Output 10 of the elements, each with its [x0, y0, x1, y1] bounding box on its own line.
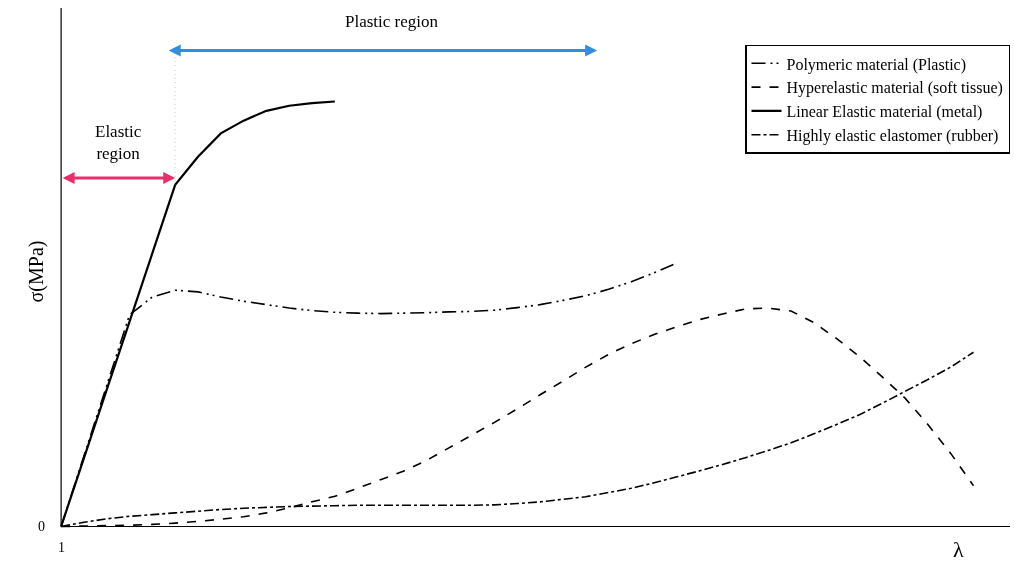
x-axis-title: λ: [953, 537, 964, 562]
legend-label: Polymeric material (Plastic): [786, 55, 966, 74]
text: Plastic region: [345, 12, 439, 31]
text: 1: [58, 540, 65, 555]
legend-label: Hyperelastic material (soft tissue): [786, 79, 1003, 98]
text: 0: [38, 519, 45, 534]
y-axis-title: σ(MPa): [24, 240, 48, 303]
legend-label: Linear Elastic material (metal): [786, 103, 983, 122]
annotation: Elastic region: [95, 122, 142, 164]
legend-label: Highly elastic elastomer (rubber): [786, 126, 999, 145]
